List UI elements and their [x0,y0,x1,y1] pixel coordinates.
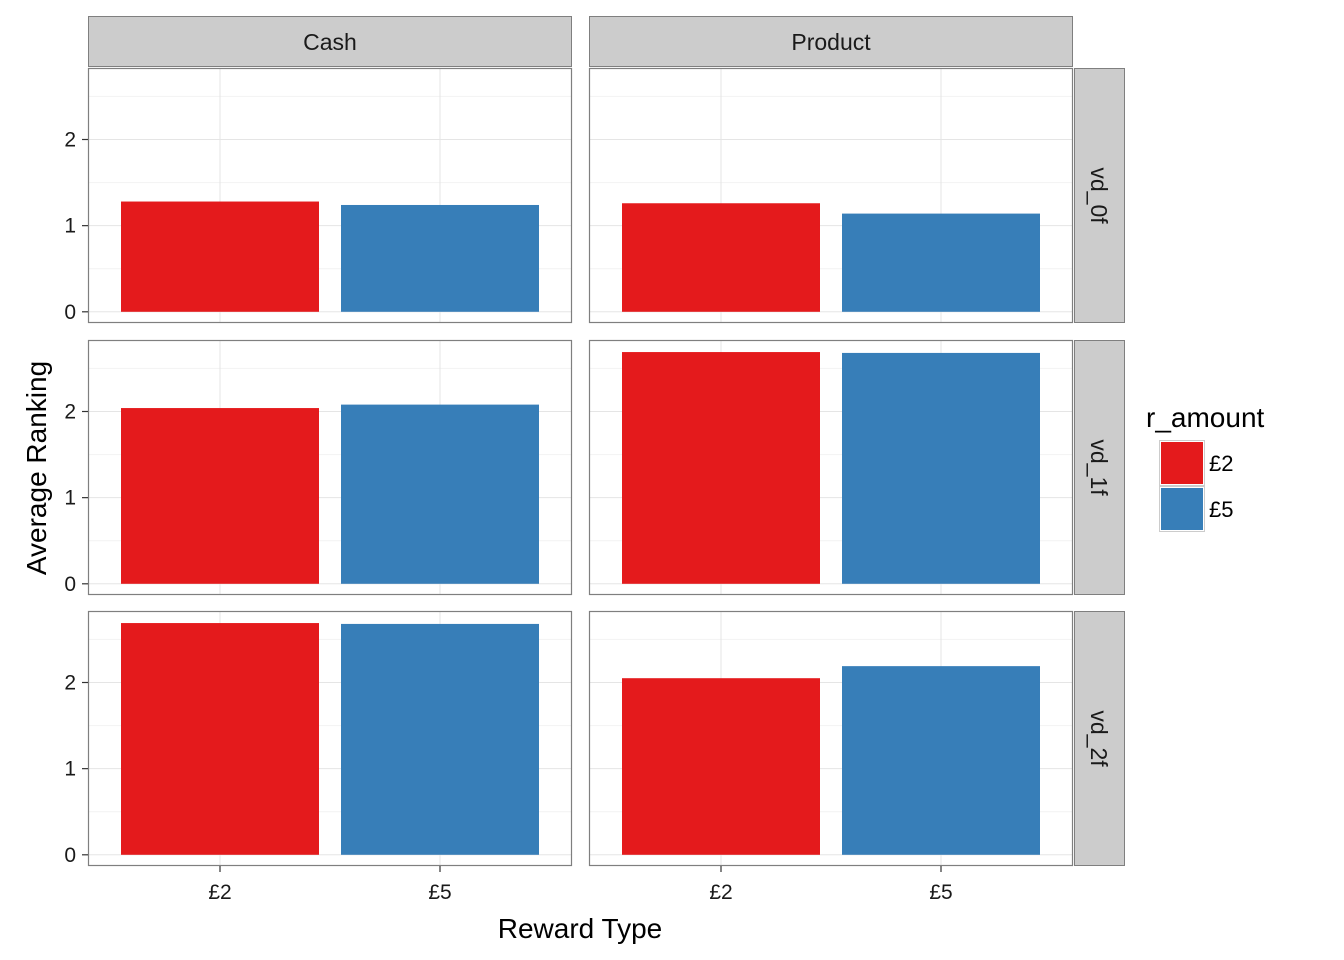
y-tick-label: 1 [64,487,76,510]
bar-vd_1f-cash-1 [121,408,319,584]
legend-swatch [1161,442,1203,484]
strip-row-vd_1f: vd_1f [1074,340,1125,595]
legend-label: £5 [1209,497,1233,522]
bar-vd_1f-product-2 [842,352,1040,584]
strip-background [589,16,1073,67]
panel-border [588,67,1074,324]
panel-vd_2f-product [588,610,1074,867]
strip-label: vd_2f [1086,710,1112,767]
strip-background [1074,68,1125,323]
strip-row-vd_2f: vd_2f [1074,611,1125,866]
strip-background [1074,340,1125,595]
bar-vd_2f-cash-2 [341,623,539,855]
strip-background [88,16,572,67]
strip-row-vd_0f: vd_0f [1074,68,1125,323]
y-tick-label: 2 [64,672,76,695]
bar-vd_1f-cash-2 [341,404,539,584]
panel-vd_1f-product [588,339,1074,596]
x-tick-label: £2 [709,881,732,904]
panel-vd_0f-product [588,67,1074,324]
panel-border [87,67,573,324]
y-tick-label: 0 [64,844,76,867]
y-tick-label: 2 [64,129,76,152]
panels [87,67,1074,867]
legend: r_amount £2 £5 [1146,402,1265,532]
y-axis-title: Average Ranking [21,361,52,575]
panel-border [87,610,573,867]
x-tick-label: £5 [929,881,952,904]
bar-vd_2f-product-2 [842,666,1040,855]
strip-background [1074,611,1125,866]
panel-vd_0f-cash [87,67,573,324]
legend-title: r_amount [1146,402,1265,433]
facet-strips: Cash Product vd_0f vd_1f vd_2f [88,16,1125,866]
strip-label: Product [791,29,871,55]
strip-col-cash: Cash [88,16,572,67]
strip-label: Cash [303,29,357,55]
bar-vd_0f-cash-2 [341,204,539,312]
y-tick-label: 0 [64,573,76,596]
bar-vd_2f-cash-1 [121,623,319,855]
y-tick-label: 0 [64,301,76,324]
strip-label: vd_0f [1086,167,1112,224]
legend-label: £2 [1209,451,1233,476]
axes: 0 1 2 0 1 2 0 1 2 £2 £5 £2 £5 [64,129,952,904]
y-tick-label: 1 [64,758,76,781]
panel-border [588,339,1074,596]
panel-vd_1f-cash [87,339,573,596]
panel-vd_2f-cash [87,610,573,867]
y-tick-label: 1 [64,215,76,238]
strip-col-product: Product [589,16,1073,67]
x-tick-label: £5 [428,881,451,904]
x-tick-label: £2 [208,881,231,904]
bar-vd_2f-product-1 [622,678,820,855]
bar-vd_0f-cash-1 [121,201,319,312]
strip-label: vd_1f [1086,439,1112,496]
panel-border [87,339,573,596]
legend-swatch [1161,488,1203,530]
bar-vd_1f-product-1 [622,352,820,584]
x-axis-title: Reward Type [498,913,662,944]
bar-vd_0f-product-1 [622,203,820,312]
y-tick-label: 2 [64,401,76,424]
panel-border [588,610,1074,867]
bar-vd_0f-product-2 [842,213,1040,312]
